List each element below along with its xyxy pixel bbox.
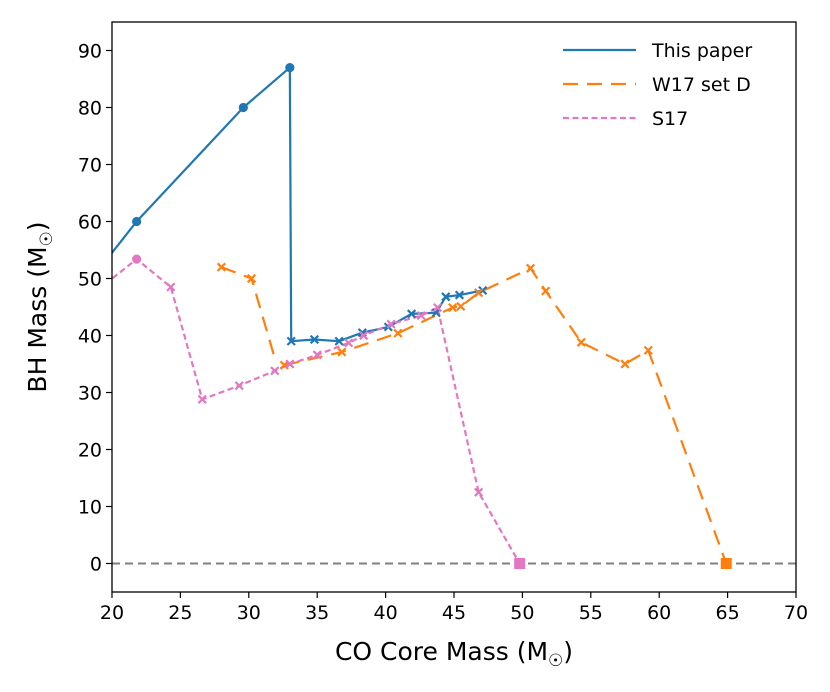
y-tick-label-40: 40 [78,326,102,348]
y-tick-label-80: 80 [78,98,102,120]
x-tick-label-70: 70 [784,602,808,624]
x-tick-label-65: 65 [716,602,740,624]
y-tick-label-50: 50 [78,269,102,291]
x-tick-label-50: 50 [510,602,534,624]
y-tick-label-0: 0 [90,554,102,576]
x-tick-label-55: 55 [579,602,603,624]
data-point-this-paper-0-5 [309,334,320,345]
legend-label-s17: S17 [652,108,688,130]
y-tick-label-10: 10 [78,497,102,519]
data-point-w17-set-d-1-6 [526,263,536,273]
x-tick-label-25: 25 [168,602,192,624]
x-tick-label-60: 60 [647,602,671,624]
data-point-s17-0-6 [285,359,295,369]
data-point-this-paper-0-1 [132,216,142,227]
data-point-w17-set-d-1-7 [541,286,551,296]
data-point-s17-0-11 [416,310,426,321]
data-point-this-paper-0-2 [238,102,248,113]
y-axis-label: BH Mass (M☉) [23,221,57,392]
data-point-w17-set-d-1-11 [720,558,732,569]
data-point-w17-set-d-1-10 [643,345,653,355]
data-point-w17-set-d-1-4 [456,301,466,312]
data-point-w17-set-d-1-5 [474,288,484,298]
data-point-s17-0-4 [234,381,244,391]
x-tick-label-30: 30 [237,602,261,624]
y-tick-label-90: 90 [78,41,102,63]
x-tick-label-45: 45 [442,602,466,624]
legend-label-this-paper: This paper [651,40,752,62]
data-point-w17-set-d-1-1 [337,347,347,357]
data-point-this-paper-0-9 [407,309,417,319]
data-point-this-paper-0-11 [441,292,451,302]
data-point-s17-0-7 [312,350,322,360]
series-line-w17-set-d-1 [284,267,728,564]
data-point-this-paper-0-3 [285,63,295,73]
x-tick-label-20: 20 [100,602,124,624]
x-tick-label-35: 35 [305,602,329,624]
data-point-s17-0-13 [474,487,484,497]
data-point-s17-0-10 [386,319,396,329]
x-axis-label: CO Core Mass (M☉) [335,637,573,671]
data-point-s17-0-2 [166,282,176,292]
data-point-w17-set-d-1-3 [448,302,458,313]
data-point-w17-set-d-1-2 [393,328,403,338]
legend: This paper W17 set D S17 [563,40,752,130]
data-point-s17-0-12 [433,302,443,313]
data-point-s17-0-1 [132,254,142,264]
data-point-w17-set-d-1-8 [576,337,586,347]
data-point-this-paper-0-6 [334,336,344,346]
data-point-s17-0-9 [359,330,369,341]
data-point-s17-0-14 [514,558,526,569]
data-point-this-paper-0-4 [286,336,296,346]
data-point-s17-0-5 [270,366,280,376]
data-point-this-paper-0-12 [454,290,465,300]
y-tick-label-20: 20 [78,440,102,462]
data-point-s17-0-8 [344,338,354,348]
data-point-s17-0-3 [197,394,207,404]
data-point-w17-set-d-0-0 [216,262,227,272]
y-tick-label-60: 60 [78,212,102,234]
y-tick-label-70: 70 [78,155,102,177]
legend-label-w17-set-d: W17 set D [652,74,751,96]
data-point-w17-set-d-0-1 [246,273,257,284]
x-tick-label-40: 40 [374,602,398,624]
data-point-w17-set-d-1-9 [620,359,630,369]
y-tick-label-30: 30 [78,383,102,405]
